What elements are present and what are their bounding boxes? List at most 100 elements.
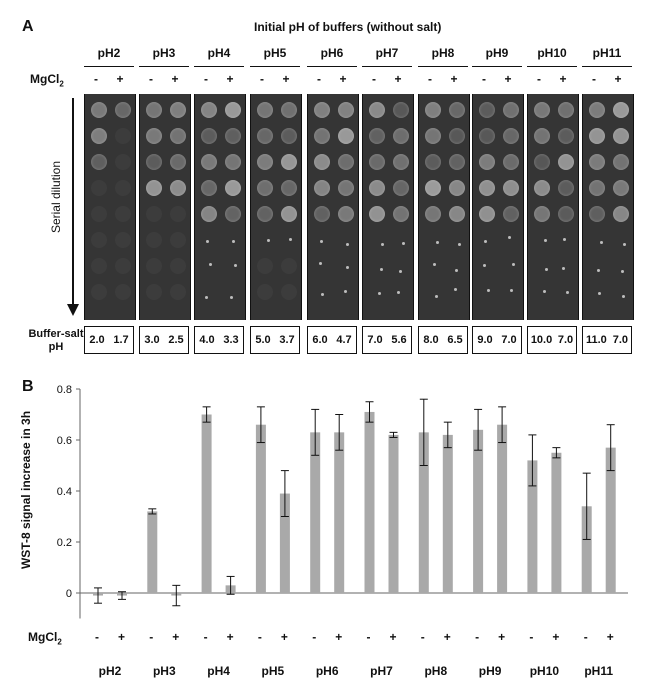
buffer-salt-box-ph3: 3.0 2.5: [139, 326, 189, 354]
plus-sign-b: +: [389, 630, 397, 644]
colony-spot: [201, 180, 217, 196]
colony-spot: [281, 206, 297, 222]
y-tick-label: 0.4: [57, 486, 72, 498]
ph-header-underline: [418, 66, 468, 67]
colony-spot: [558, 154, 574, 170]
colony-spot: [534, 180, 550, 196]
category-label-ph11: pH11: [584, 664, 614, 678]
bar-ph10-minus: [527, 460, 538, 593]
category-label-ph6: pH6: [315, 664, 339, 678]
buffer-salt-minus-value: 11.0: [585, 334, 607, 346]
buffer-salt-box-ph10: 10.0 7.0: [527, 326, 577, 354]
y-tick-label: 0.2: [57, 537, 72, 549]
colony-spot: [483, 264, 487, 268]
plus-sign-b: +: [335, 630, 343, 644]
ph-header-label: pH9: [485, 46, 509, 60]
colony-spot: [257, 128, 273, 144]
colony-spot: [91, 206, 107, 222]
colony-spot: [369, 102, 385, 118]
colony-spot: [449, 206, 465, 222]
minus-sign-b: -: [95, 630, 99, 644]
colony-spot: [369, 206, 385, 222]
colony-spot: [288, 237, 292, 241]
colony-spot: [115, 128, 131, 144]
minus-sign-b: -: [203, 630, 208, 644]
minus-sign: -: [428, 72, 432, 86]
colony-spot: [146, 128, 162, 144]
colony-spot: [257, 206, 273, 222]
colony-spot: [449, 154, 465, 170]
colony-spot: [534, 128, 550, 144]
plus-sign-b: +: [172, 630, 180, 644]
colony-spot: [369, 154, 385, 170]
buffer-salt-plus-value: 7.0: [612, 334, 629, 346]
colony-spot: [314, 102, 330, 118]
minus-sign-b: -: [420, 630, 425, 644]
bar-ph8-minus: [418, 432, 429, 593]
ph-header-label: pH6: [320, 46, 344, 60]
colony-spot: [115, 258, 131, 274]
buffer-salt-box-ph4: 4.0 3.3: [194, 326, 244, 354]
colony-spot: [115, 232, 131, 248]
colony-spot: [558, 102, 574, 118]
bar-ph7-plus: [388, 434, 399, 593]
colony-spot: [622, 294, 626, 298]
buffer-salt-minus-value: 6.0: [312, 334, 328, 346]
colony-spot: [338, 128, 354, 144]
colony-spot: [170, 232, 186, 248]
bar-ph6-plus: [334, 432, 345, 593]
colony-spot: [201, 154, 217, 170]
ph-header-ph8: pH8: [418, 46, 468, 67]
minus-sign-b: -: [529, 630, 534, 644]
colony-spot: [393, 180, 409, 196]
colony-spot: [115, 206, 131, 222]
colony-spot: [479, 180, 495, 196]
colony-spot: [596, 269, 600, 273]
colony-spot: [146, 180, 162, 196]
buffer-salt-plus-value: 3.7: [279, 334, 295, 346]
colony-spot: [623, 243, 627, 247]
mgcl2-label-a: MgCl2: [30, 72, 64, 89]
colony-spot: [379, 267, 383, 271]
bar-ph8-plus: [442, 434, 453, 593]
plate-ph8: [418, 94, 470, 320]
colony-spot: [503, 206, 519, 222]
colony-spot: [267, 238, 271, 242]
colony-spot: [435, 240, 439, 244]
colony-spot: [91, 102, 107, 118]
colony-spot: [565, 291, 569, 295]
colony-spot: [486, 288, 490, 292]
plate-ph6: [307, 94, 359, 320]
colony-spot: [589, 102, 605, 118]
plus-sign-b: +: [118, 630, 126, 644]
buffer-salt-minus-value: 2.0: [89, 334, 105, 346]
colony-spot: [399, 269, 403, 273]
colony-spot: [201, 128, 217, 144]
colony-spot: [338, 206, 354, 222]
buffer-salt-plus-value: 4.7: [336, 334, 352, 346]
buffer-salt-label: Buffer-salt pH: [28, 328, 84, 353]
colony-spot: [543, 238, 547, 242]
colony-spot: [425, 154, 441, 170]
buffer-salt-minus-value: 4.0: [199, 334, 215, 346]
buffer-salt-box-ph8: 8.0 6.5: [418, 326, 468, 354]
panel-a-title: Initial pH of buffers (without salt): [254, 20, 442, 34]
plate-ph3: [139, 94, 191, 320]
bar-ph10-plus: [551, 452, 562, 593]
serial-dilution-arrow: [72, 98, 74, 306]
minus-sign: -: [482, 72, 486, 86]
colony-spot: [225, 180, 241, 196]
colony-spot: [425, 180, 441, 196]
minus-sign: -: [94, 72, 98, 86]
ph-header-ph3: pH3: [139, 46, 189, 67]
colony-spot: [338, 102, 354, 118]
ph-header-underline: [472, 66, 522, 67]
buffer-salt-minus-value: 8.0: [423, 334, 439, 346]
colony-spot: [170, 206, 186, 222]
plus-sign: +: [116, 72, 124, 86]
buffer-salt-plus-value: 1.7: [113, 334, 129, 346]
colony-spot: [378, 292, 382, 296]
colony-spot: [449, 180, 465, 196]
plus-sign-b: +: [280, 630, 288, 644]
colony-spot: [146, 232, 162, 248]
